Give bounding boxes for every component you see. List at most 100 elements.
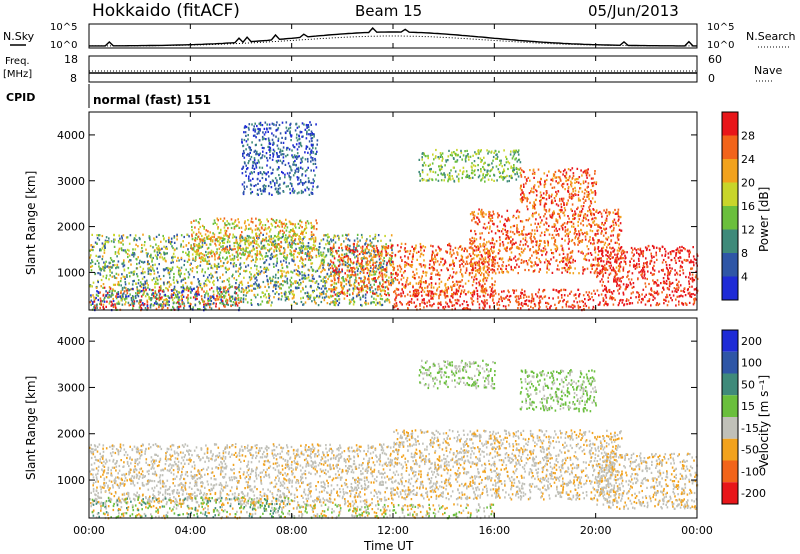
range-time-cell	[487, 273, 489, 276]
range-time-cell	[406, 279, 408, 282]
range-time-cell	[496, 212, 499, 215]
range-time-cell	[314, 302, 317, 305]
range-time-cell	[205, 292, 207, 295]
range-time-cell	[198, 300, 201, 303]
range-time-cell	[272, 242, 274, 245]
range-time-cell	[510, 226, 512, 229]
range-time-cell	[466, 307, 469, 310]
range-time-cell	[461, 279, 463, 282]
range-time-cell	[488, 213, 490, 216]
range-time-cell	[90, 269, 93, 272]
range-time-cell	[369, 239, 371, 242]
range-time-cell	[337, 259, 339, 262]
range-time-cell	[588, 291, 590, 294]
range-time-cell	[110, 240, 113, 243]
range-time-cell	[508, 237, 510, 240]
range-time-cell	[236, 252, 239, 255]
range-time-cell	[142, 233, 144, 236]
range-time-cell	[223, 280, 225, 283]
range-time-cell	[263, 271, 265, 274]
range-time-cell	[608, 213, 611, 216]
range-time-cell	[408, 300, 411, 303]
range-time-cell	[136, 258, 138, 261]
range-time-cell	[348, 288, 351, 291]
range-time-cell	[544, 231, 546, 234]
range-time-cell	[245, 246, 248, 249]
range-time-cell	[174, 248, 176, 251]
range-time-cell	[481, 232, 483, 235]
range-time-cell	[414, 294, 416, 297]
range-time-cell	[173, 301, 175, 304]
range-time-cell	[297, 222, 300, 225]
range-time-cell	[246, 240, 248, 243]
range-time-cell	[214, 258, 216, 261]
range-time-cell	[389, 260, 391, 263]
range-time-cell	[172, 252, 175, 255]
range-time-cell	[384, 249, 387, 252]
range-time-cell	[248, 223, 250, 226]
range-time-cell	[311, 262, 314, 265]
range-time-cell	[314, 300, 316, 303]
range-time-cell	[115, 297, 118, 300]
range-time-cell	[289, 230, 291, 234]
range-time-cell	[578, 293, 581, 296]
range-time-cell	[401, 303, 403, 306]
range-time-cell	[293, 258, 295, 261]
range-time-cell	[586, 224, 588, 227]
range-time-cell	[424, 271, 427, 274]
range-time-cell	[585, 253, 588, 256]
range-time-cell	[348, 293, 351, 296]
range-time-cell	[302, 280, 304, 283]
range-time-cell	[282, 234, 285, 238]
range-time-cell	[353, 274, 355, 277]
range-time-cell	[209, 288, 211, 291]
range-time-cell	[226, 278, 229, 281]
range-time-cell	[452, 284, 455, 287]
range-time-cell	[453, 264, 455, 267]
range-time-cell	[270, 222, 273, 225]
range-time-cell	[99, 267, 101, 270]
range-time-cell	[163, 299, 165, 302]
range-time-cell	[205, 254, 208, 257]
range-time-cell	[491, 261, 494, 264]
range-time-cell	[617, 238, 620, 241]
range-time-cell	[243, 289, 246, 292]
range-time-cell	[152, 304, 155, 307]
range-time-cell	[105, 277, 107, 280]
range-time-cell	[466, 262, 469, 265]
range-time-cell	[534, 212, 536, 215]
range-time-cell	[133, 252, 136, 255]
range-time-cell	[528, 232, 530, 235]
range-time-cell	[334, 288, 337, 291]
range-time-cell	[535, 211, 537, 214]
range-time-cell	[274, 246, 276, 249]
range-time-cell	[483, 288, 486, 291]
range-time-cell	[102, 245, 105, 248]
range-time-cell	[290, 285, 292, 288]
range-time-cell	[222, 273, 224, 276]
range-time-cell	[505, 237, 508, 240]
range-time-cell	[544, 213, 546, 216]
range-time-cell	[254, 260, 257, 264]
range-time-cell	[585, 291, 588, 294]
range-time-cell	[501, 271, 503, 274]
range-time-cell	[532, 297, 535, 300]
range-time-cell	[154, 286, 156, 289]
range-time-cell	[223, 217, 226, 220]
range-time-cell	[362, 279, 365, 283]
range-time-cell	[472, 280, 475, 283]
range-time-cell	[611, 230, 613, 233]
range-time-cell	[513, 242, 516, 246]
range-time-cell	[348, 269, 351, 273]
range-time-cell	[452, 259, 454, 262]
range-time-cell	[434, 254, 436, 257]
range-time-cell	[548, 224, 550, 228]
range-time-cell	[274, 283, 276, 286]
range-time-cell	[538, 258, 540, 261]
range-time-cell	[214, 221, 216, 224]
range-time-cell	[132, 302, 135, 305]
range-time-cell	[404, 242, 407, 246]
range-time-cell	[235, 251, 238, 254]
range-time-cell	[127, 288, 129, 291]
range-time-cell	[385, 270, 388, 274]
